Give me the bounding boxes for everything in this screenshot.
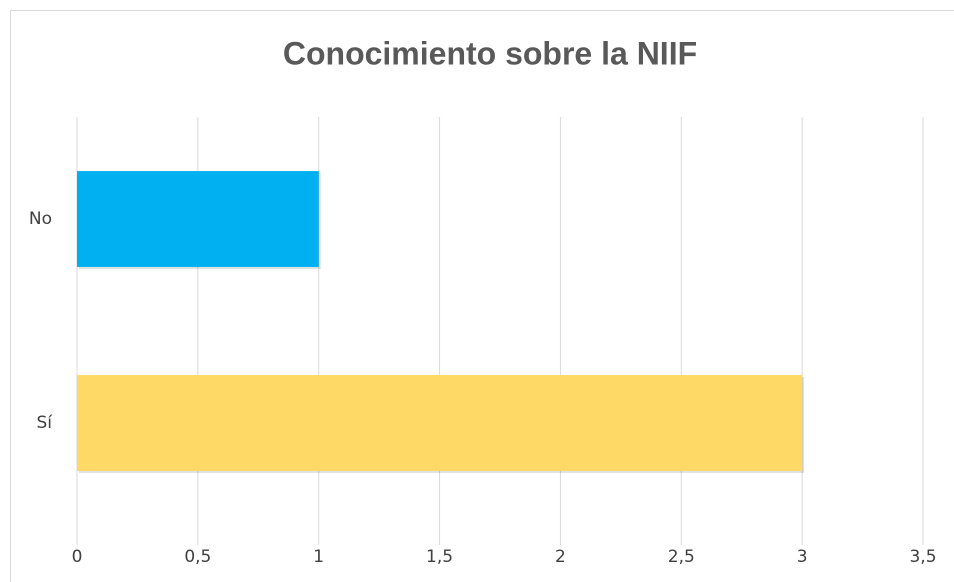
x-tick-label: 3,5 bbox=[909, 547, 936, 567]
x-tick-label: 3 bbox=[797, 547, 808, 567]
y-tick-label: No bbox=[29, 209, 52, 229]
x-tick-label: 1,5 bbox=[426, 547, 453, 567]
y-tick-label: Sí bbox=[36, 413, 53, 433]
x-tick-label: 0,5 bbox=[184, 547, 211, 567]
x-tick-label: 2 bbox=[555, 547, 566, 567]
x-tick-label: 1 bbox=[313, 547, 324, 567]
x-tick-label: 0 bbox=[72, 547, 83, 567]
bar bbox=[77, 375, 803, 471]
chart-border bbox=[10, 10, 954, 582]
x-tick-label: 2,5 bbox=[668, 547, 695, 567]
chart-title: Conocimiento sobre la NIIF bbox=[283, 35, 697, 71]
bar bbox=[77, 171, 319, 267]
